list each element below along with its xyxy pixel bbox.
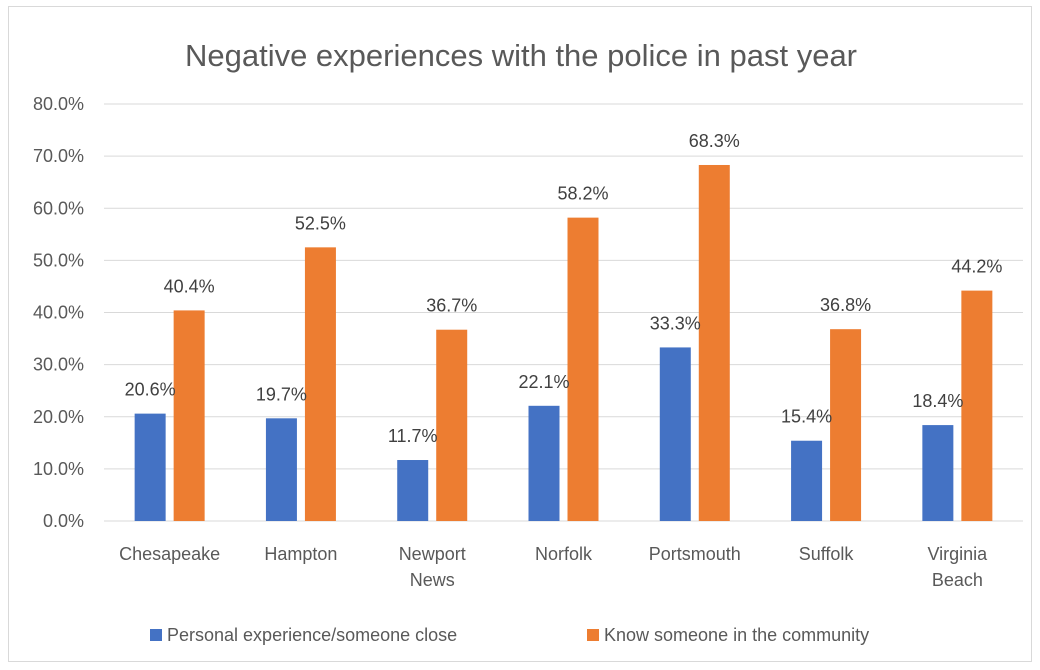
- data-label: 19.7%: [256, 384, 307, 404]
- y-tick-label: 10.0%: [33, 459, 84, 479]
- bars: [134, 164, 993, 521]
- bar-community: [173, 310, 205, 521]
- bar-community: [567, 217, 599, 521]
- bar-personal: [659, 347, 691, 521]
- data-label: 52.5%: [295, 213, 346, 233]
- legend-label: Know someone in the community: [604, 625, 869, 645]
- category-label-line: News: [410, 570, 455, 590]
- data-label: 33.3%: [650, 313, 701, 333]
- chart-title: Negative experiences with the police in …: [185, 38, 857, 73]
- category-label-line: Newport: [399, 544, 466, 564]
- x-axis-categories: Chesapeake Hampton Newport News Norfolk Ports…: [119, 544, 988, 590]
- category-label: Newport News: [399, 544, 466, 590]
- data-label: 18.4%: [912, 391, 963, 411]
- y-tick-label: 0.0%: [43, 511, 84, 531]
- category-label-line: Chesapeake: [119, 544, 220, 564]
- y-tick-label: 40.0%: [33, 303, 84, 323]
- bar-community: [961, 290, 993, 521]
- category-label-line: Suffolk: [799, 544, 855, 564]
- data-label: 15.4%: [781, 407, 832, 427]
- y-tick-label: 60.0%: [33, 198, 84, 218]
- category-label: Chesapeake: [119, 544, 220, 564]
- data-label: 11.7%: [388, 426, 438, 446]
- category-label: Norfolk: [535, 544, 593, 564]
- bar-community: [830, 329, 862, 521]
- y-tick-label: 80.0%: [33, 94, 84, 114]
- category-label: Suffolk: [799, 544, 855, 564]
- category-label-line: Beach: [932, 570, 983, 590]
- data-labels: 20.6% 40.4% 19.7% 52.5% 11.7% 36.7% 22.1% 58.2%…: [125, 131, 1003, 446]
- y-tick-label: 20.0%: [33, 407, 84, 427]
- data-label: 22.1%: [518, 372, 569, 392]
- data-label: 68.3%: [689, 131, 740, 151]
- bar-personal: [134, 413, 166, 521]
- data-label: 44.2%: [951, 257, 1002, 277]
- bar-personal: [397, 460, 429, 521]
- category-label-line: Hampton: [264, 544, 337, 564]
- category-label: Portsmouth: [649, 544, 741, 564]
- bar-personal: [922, 425, 954, 521]
- bar-personal: [791, 440, 823, 521]
- data-label: 58.2%: [557, 184, 608, 204]
- legend: Personal experience/someone close Know so…: [150, 625, 869, 645]
- y-tick-label: 30.0%: [33, 355, 84, 375]
- chart-frame: Negative experiences with the police in …: [8, 6, 1032, 662]
- legend-swatch: [587, 629, 599, 641]
- data-label: 40.4%: [164, 276, 215, 296]
- gridlines: [104, 103, 1023, 522]
- legend-label: Personal experience/someone close: [167, 625, 457, 645]
- bar-community: [436, 329, 468, 521]
- y-axis-ticks: 0.0% 10.0% 20.0% 30.0% 40.0% 50.0% 60.0% 70.0% 8…: [33, 94, 84, 531]
- category-label-line: Portsmouth: [649, 544, 741, 564]
- bar-chart: Negative experiences with the police in …: [33, 38, 1023, 645]
- bar-community: [698, 164, 730, 521]
- data-label: 36.7%: [426, 296, 477, 316]
- bar-community: [304, 247, 336, 521]
- y-tick-label: 70.0%: [33, 146, 84, 166]
- bar-personal: [265, 418, 297, 521]
- data-label: 36.8%: [820, 295, 871, 315]
- y-tick-label: 50.0%: [33, 250, 84, 270]
- legend-swatch: [150, 629, 162, 641]
- category-label: Hampton: [264, 544, 337, 564]
- category-label: Virginia Beach: [927, 544, 988, 590]
- bar-personal: [528, 405, 560, 521]
- category-label-line: Virginia: [927, 544, 988, 564]
- data-label: 20.6%: [125, 380, 176, 400]
- category-label-line: Norfolk: [535, 544, 593, 564]
